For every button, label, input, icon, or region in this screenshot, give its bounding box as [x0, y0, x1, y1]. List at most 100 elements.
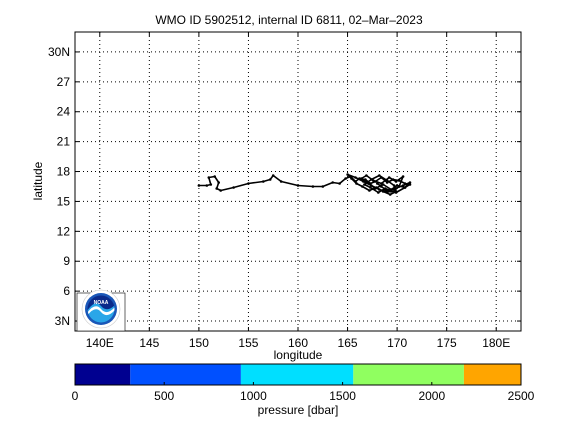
- colorbar-tick-label: 2000: [418, 389, 445, 403]
- track-point: [296, 184, 300, 187]
- track-point: [385, 181, 389, 184]
- track-point: [377, 191, 380, 194]
- colorbar-label: pressure [dbar]: [258, 403, 339, 417]
- track-point: [197, 184, 201, 187]
- track-point: [354, 176, 357, 179]
- y-tick-label: 6: [63, 284, 70, 298]
- x-tick-label: 155: [238, 336, 258, 350]
- map-tick-labels: 140E 145 150 155 160 165 170 175 180E 3N 6 9 12 15 18 2…: [48, 45, 510, 350]
- track-point: [268, 178, 272, 181]
- track-point: [387, 176, 391, 179]
- track-point: [350, 177, 353, 180]
- track-point: [401, 184, 405, 187]
- track-point: [395, 184, 399, 187]
- track-point: [378, 188, 381, 191]
- x-axis-label: longitude: [274, 348, 323, 362]
- x-tick-label: 145: [139, 336, 159, 350]
- track-point: [376, 182, 379, 185]
- colorbar-ticks: 0 500 1000 1500 2000 2500: [72, 382, 535, 403]
- colorbar-band: [463, 364, 521, 385]
- track-point: [215, 187, 218, 190]
- track-point: [397, 179, 401, 182]
- x-tick-label: 140E: [86, 336, 114, 350]
- chart-title: WMO ID 5902512, internal ID 6811, 02–Mar…: [155, 13, 423, 27]
- track-point: [370, 178, 373, 181]
- track-point: [386, 190, 390, 193]
- track-point: [380, 176, 383, 179]
- track-point: [369, 182, 372, 185]
- track-point: [279, 180, 283, 183]
- track-point: [344, 177, 347, 180]
- track-point: [369, 186, 372, 189]
- track-point: [397, 185, 401, 188]
- track-point: [217, 181, 220, 184]
- track-point: [372, 179, 375, 182]
- track-point: [385, 179, 389, 182]
- track-point: [370, 184, 373, 187]
- track-point: [394, 180, 398, 183]
- colorbar-tick-label: 0: [72, 389, 79, 403]
- y-tick-label: 21: [57, 135, 71, 149]
- track-point: [375, 186, 378, 189]
- colorbar-tick-label: 2500: [508, 389, 535, 403]
- x-tick-label: 165: [338, 336, 358, 350]
- track-point: [366, 181, 369, 184]
- colorbar-band: [240, 364, 354, 385]
- track-point: [363, 183, 366, 186]
- y-tick-label: 24: [57, 105, 71, 119]
- track-point: [374, 180, 377, 183]
- map-plot-area: [75, 32, 521, 331]
- track-point: [380, 182, 383, 185]
- colorbar-band: [353, 364, 464, 385]
- track-point: [364, 178, 367, 181]
- y-tick-label: 3N: [55, 314, 70, 328]
- track-point: [368, 189, 371, 192]
- colorbar-tick-label: 500: [154, 389, 174, 403]
- track-point: [393, 187, 397, 190]
- track-point: [389, 188, 393, 191]
- track-point: [403, 182, 407, 185]
- track-point: [408, 183, 412, 186]
- track-point: [392, 184, 396, 187]
- track-point: [205, 184, 209, 187]
- y-tick-label: 15: [57, 194, 71, 208]
- track-point: [403, 186, 407, 189]
- track-point: [362, 180, 365, 183]
- colorbar-band: [75, 364, 131, 385]
- track-point: [391, 178, 395, 181]
- track-point: [247, 182, 250, 185]
- y-tick-label: 12: [57, 224, 71, 238]
- y-tick-label: 30N: [48, 45, 70, 59]
- pressure-colorbar: 0 500 1000 1500 2000 2500 pressure [dbar]: [72, 363, 535, 417]
- track-point: [354, 180, 357, 183]
- colorbar-tick-label: 1500: [329, 389, 356, 403]
- track-point: [349, 175, 352, 178]
- y-tick-label: 18: [57, 165, 71, 179]
- track-point: [388, 193, 392, 196]
- x-tick-label: 180E: [482, 336, 510, 350]
- track-point: [219, 189, 222, 192]
- x-tick-label: 175: [437, 336, 457, 350]
- track-point: [394, 191, 398, 194]
- track-point: [360, 177, 363, 180]
- track-point: [358, 177, 361, 180]
- x-tick-label: 150: [189, 336, 209, 350]
- track-point: [380, 185, 383, 188]
- track-point: [331, 181, 335, 184]
- x-tick-label: 160: [288, 336, 308, 350]
- track-point: [361, 185, 364, 188]
- track-point: [271, 174, 275, 177]
- track-point: [232, 186, 235, 189]
- track-point: [346, 173, 349, 176]
- track-point: [209, 183, 213, 186]
- y-tick-label: 27: [57, 75, 71, 89]
- track-point: [383, 187, 387, 190]
- track-point: [401, 175, 405, 178]
- float-track: [197, 173, 412, 196]
- track-point: [213, 175, 216, 178]
- colorbar-bands: [75, 364, 521, 385]
- colorbar-tick-label: 1000: [240, 389, 267, 403]
- track-point: [262, 180, 265, 183]
- track-point: [355, 182, 358, 185]
- noaa-logo-icon: NOAA: [76, 289, 126, 332]
